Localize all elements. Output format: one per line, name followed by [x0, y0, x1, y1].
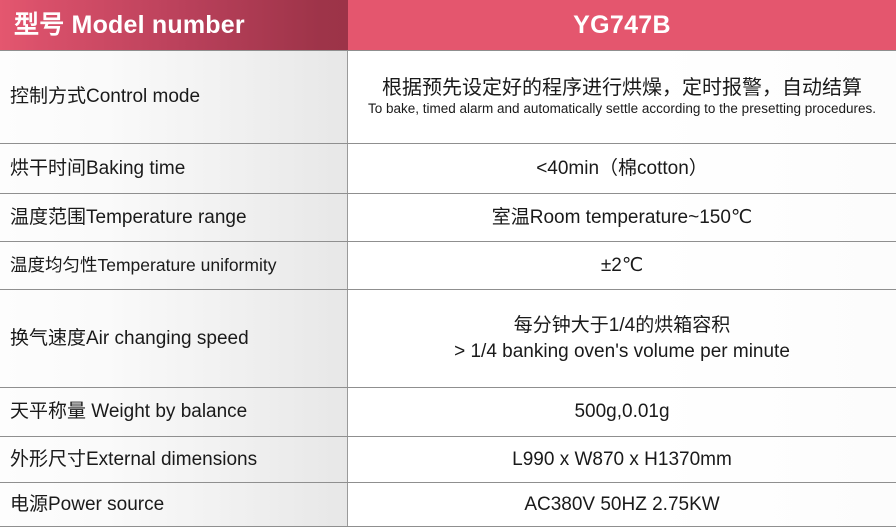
header-cell-model-value: YG747B [348, 0, 896, 50]
value-text: L990 x W870 x H1370mm [512, 448, 732, 470]
label-text: 外形尺寸External dimensions [10, 448, 258, 470]
value-text-cn: 根据预先设定好的程序进行烘燥，定时报警，自动结算 [382, 77, 862, 100]
value-text-cn: 每分钟大于1/4的烘箱容积 [513, 314, 731, 336]
value-text: AC380V 50HZ 2.75KW [524, 493, 720, 515]
table-row: 温度范围Temperature range 室温Room temperature… [0, 194, 896, 242]
table-row: 烘干时间Baking time <40min（棉cotton） [0, 144, 896, 194]
row-value-external-dimensions: L990 x W870 x H1370mm [348, 437, 896, 482]
table-body: 控制方式Control mode 根据预先设定好的程序进行烘燥，定时报警，自动结… [0, 50, 896, 530]
value-text-en: To bake, timed alarm and automatically s… [367, 101, 877, 117]
row-label-weight-by-balance: 天平称量 Weight by balance [0, 388, 348, 436]
label-text: 电源Power source [10, 493, 165, 515]
row-label-temperature-uniformity: 温度均匀性Temperature uniformity [0, 242, 348, 289]
table-row: 电源Power source AC380V 50HZ 2.75KW [0, 483, 896, 527]
row-value-control-mode: 根据预先设定好的程序进行烘燥，定时报警，自动结算 To bake, timed … [348, 51, 896, 143]
row-value-temperature-uniformity: ±2℃ [348, 242, 896, 289]
row-value-power-source: AC380V 50HZ 2.75KW [348, 483, 896, 526]
table-row: 控制方式Control mode 根据预先设定好的程序进行烘燥，定时报警，自动结… [0, 50, 896, 144]
table-row: 换气速度Air changing speed 每分钟大于1/4的烘箱容积 > 1… [0, 290, 896, 388]
row-label-control-mode: 控制方式Control mode [0, 51, 348, 143]
table-row: 外形尺寸External dimensions L990 x W870 x H1… [0, 437, 896, 483]
header-label-model-number: 型号 Model number [14, 10, 245, 39]
row-label-air-changing-speed: 换气速度Air changing speed [0, 290, 348, 387]
value-text: <40min（棉cotton） [536, 157, 708, 179]
row-value-baking-time: <40min（棉cotton） [348, 144, 896, 193]
value-text: ±2℃ [600, 254, 644, 276]
row-label-baking-time: 烘干时间Baking time [0, 144, 348, 193]
row-label-external-dimensions: 外形尺寸External dimensions [0, 437, 348, 482]
table-row: 天平称量 Weight by balance 500g,0.01g [0, 388, 896, 437]
table-row: 温度均匀性Temperature uniformity ±2℃ [0, 242, 896, 290]
value-text-en: > 1/4 banking oven's volume per minute [454, 340, 790, 362]
header-cell-model-number: 型号 Model number [0, 0, 348, 50]
table-header-row: 型号 Model number YG747B [0, 0, 896, 50]
row-value-air-changing-speed: 每分钟大于1/4的烘箱容积 > 1/4 banking oven's volum… [348, 290, 896, 387]
label-text: 温度均匀性Temperature uniformity [10, 255, 277, 276]
header-value-model-number: YG747B [573, 10, 671, 39]
label-text: 控制方式Control mode [10, 86, 201, 108]
row-value-temperature-range: 室温Room temperature~150℃ [348, 194, 896, 241]
value-text: 500g,0.01g [574, 401, 670, 423]
row-label-power-source: 电源Power source [0, 483, 348, 526]
label-text: 烘干时间Baking time [10, 157, 186, 179]
label-text: 天平称量 Weight by balance [10, 401, 248, 423]
row-label-temperature-range: 温度范围Temperature range [0, 194, 348, 241]
label-text: 温度范围Temperature range [10, 206, 247, 228]
value-text: 室温Room temperature~150℃ [491, 206, 753, 228]
label-text: 换气速度Air changing speed [10, 327, 249, 349]
row-value-weight-by-balance: 500g,0.01g [348, 388, 896, 436]
